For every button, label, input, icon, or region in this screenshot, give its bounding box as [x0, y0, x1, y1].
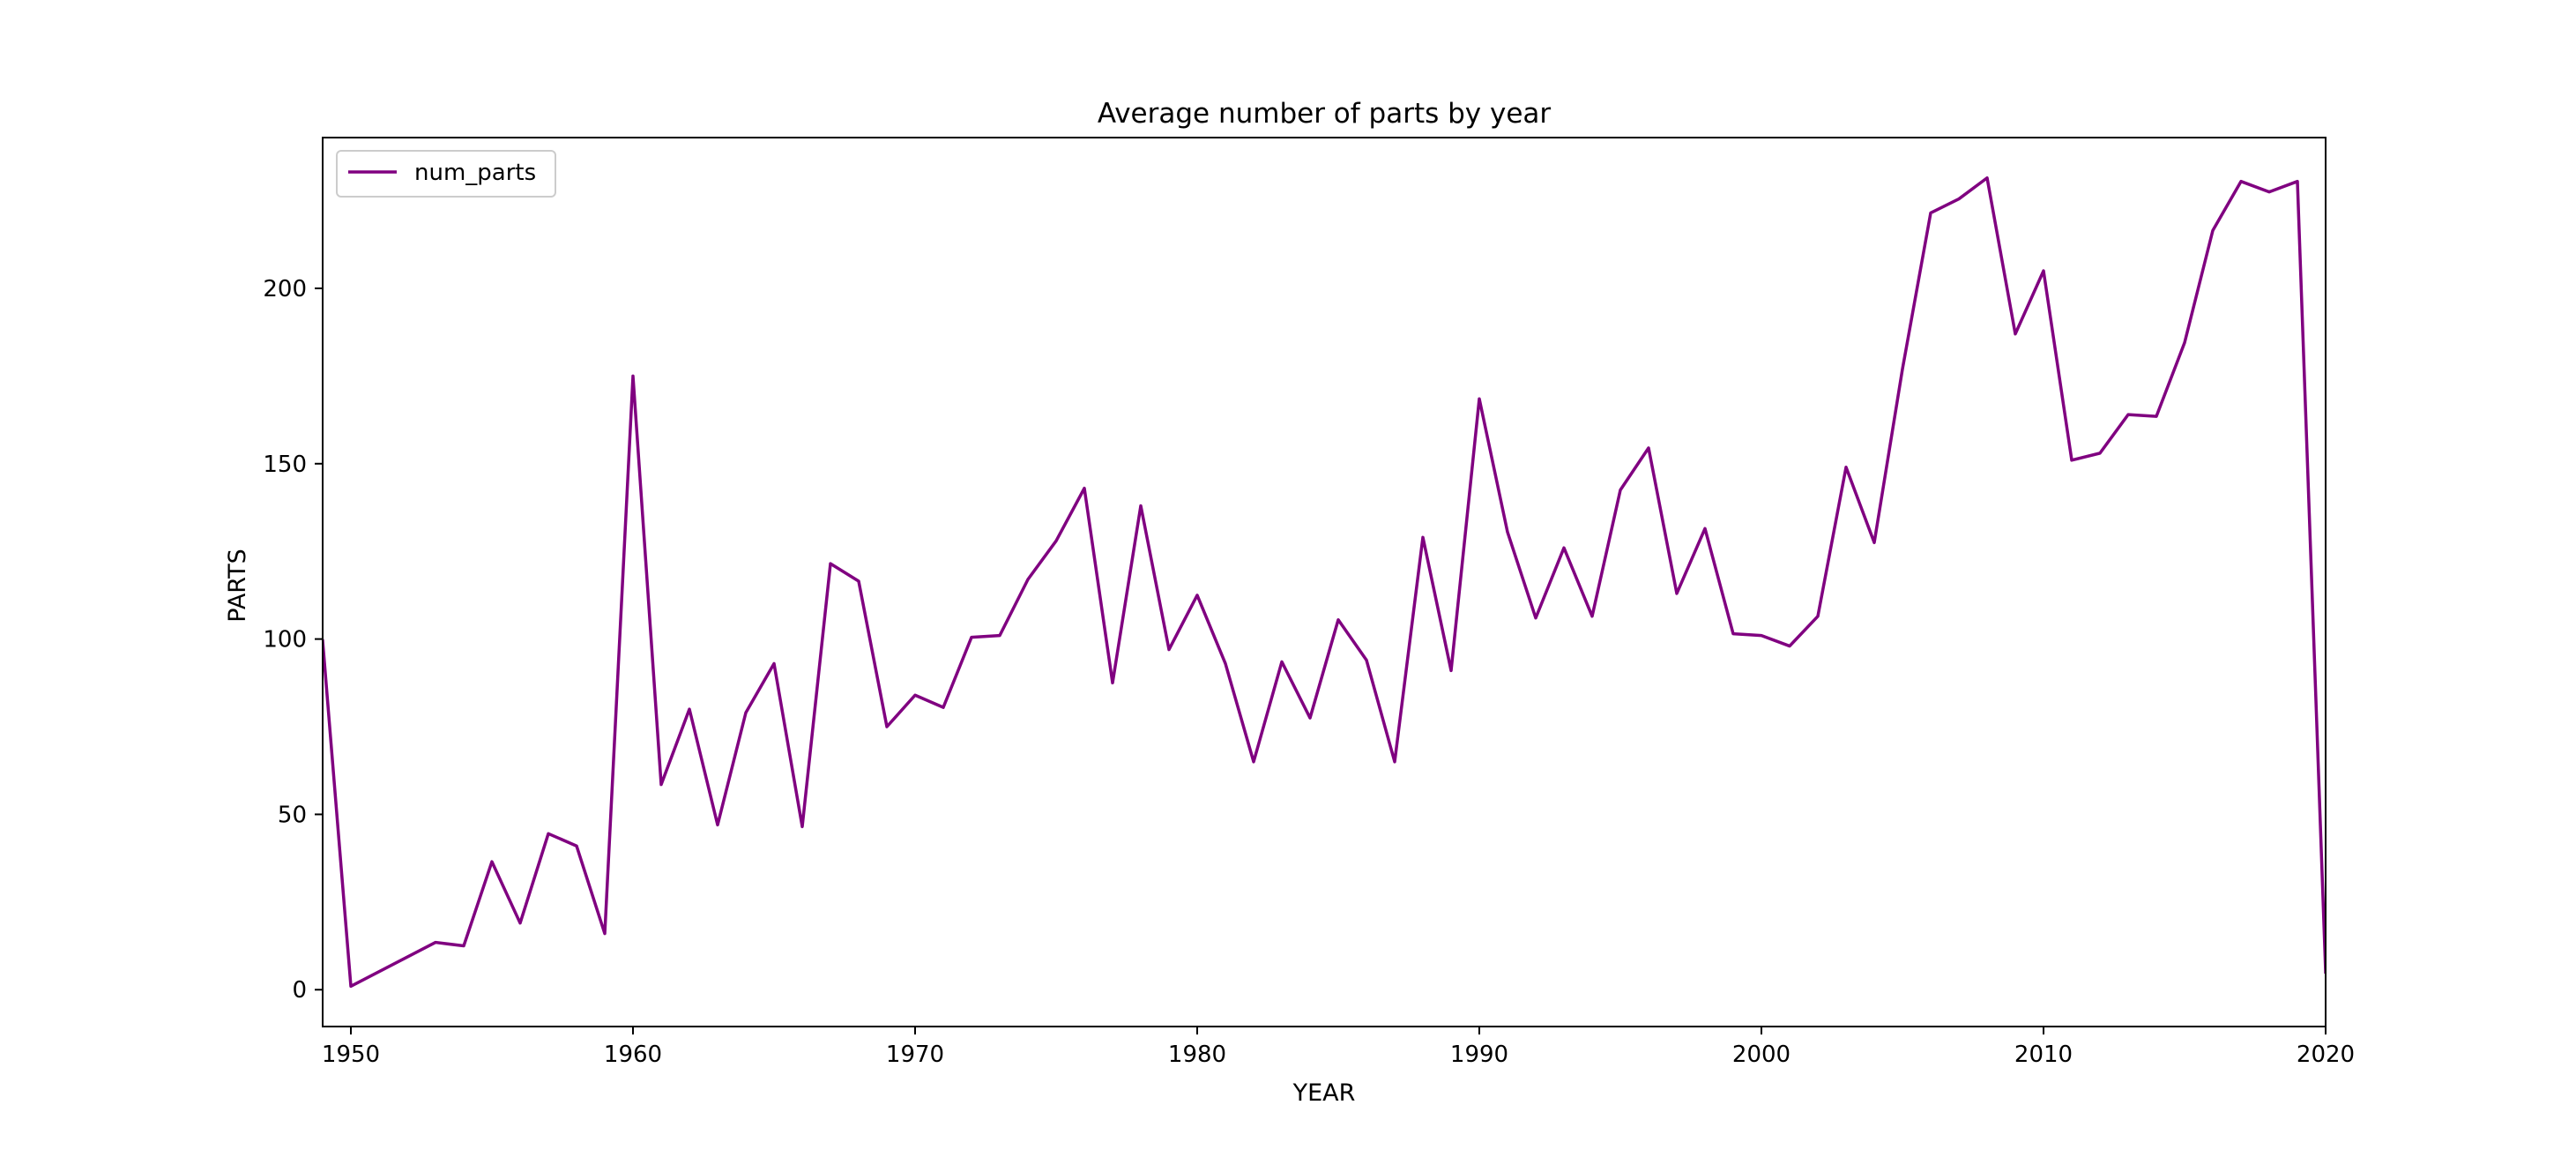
- y-tick-label-0: 0: [292, 977, 307, 1004]
- y-tick-label-150: 150: [263, 452, 307, 478]
- legend-box: [336, 150, 556, 198]
- x-tick-label-2000: 2000: [1732, 1042, 1791, 1068]
- chart-title: Average number of parts by year: [1098, 98, 1552, 130]
- x-tick-label-2010: 2010: [2014, 1042, 2073, 1068]
- series-line-num_parts: [323, 175, 2326, 989]
- y-tick-label-100: 100: [263, 627, 307, 653]
- plot-area: 1950 1960 1970 1980 1990 2000 2010 2020 0 50 100 15…: [263, 137, 2355, 1068]
- x-tick-label-1980: 1980: [1168, 1042, 1226, 1068]
- x-tick-label-1970: 1970: [886, 1042, 944, 1068]
- x-tick-label-1960: 1960: [604, 1042, 662, 1068]
- y-axis-label: PARTS: [224, 549, 251, 622]
- x-axis-label: YEAR: [1292, 1079, 1356, 1107]
- x-tick-label-1950: 1950: [322, 1042, 380, 1068]
- y-tick-label-50: 50: [278, 802, 307, 828]
- y-tick-label-200: 200: [263, 276, 307, 302]
- x-tick-label-1990: 1990: [1450, 1042, 1508, 1068]
- x-tick-label-2020: 2020: [2297, 1042, 2355, 1068]
- plot-frame: [322, 137, 2327, 1027]
- legend-label-num_parts: num_parts: [414, 160, 536, 186]
